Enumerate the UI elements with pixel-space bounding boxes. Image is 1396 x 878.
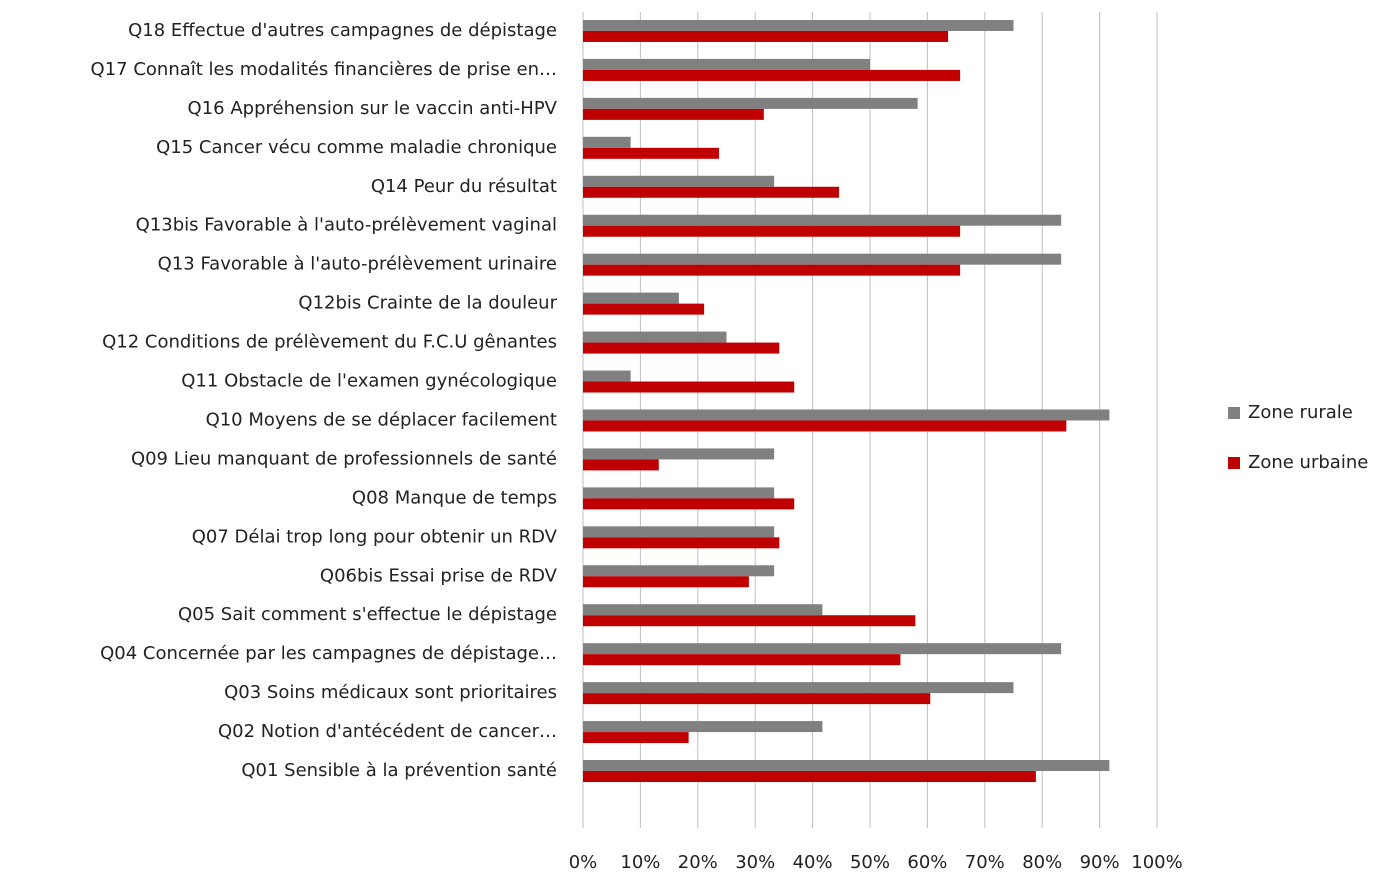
bar <box>583 537 780 549</box>
y-tick-label: Q07 Délai trop long pour obtenir un RDV <box>192 526 558 547</box>
y-tick-label: Q13 Favorable à l'auto-prélèvement urina… <box>158 254 557 275</box>
bar <box>583 448 775 460</box>
bar <box>583 186 840 198</box>
y-tick-label: Q15 Cancer vécu comme maladie chronique <box>156 137 557 158</box>
bar <box>583 771 1036 783</box>
legend-swatch <box>1228 407 1240 419</box>
x-tick-label: 50% <box>850 852 890 873</box>
x-tick-label: 70% <box>965 852 1005 873</box>
x-tick-label: 80% <box>1022 852 1062 873</box>
bar <box>583 604 823 616</box>
bar <box>583 69 961 81</box>
bar <box>583 732 689 744</box>
y-tick-label: Q02 Notion d'antécédent de cancer… <box>218 721 557 742</box>
y-tick-label: Q18 Effectue d'autres campagnes de dépis… <box>128 20 557 41</box>
y-tick-label: Q12 Conditions de prélèvement du F.C.U g… <box>102 332 557 353</box>
x-tick-label: 90% <box>1080 852 1120 873</box>
y-tick-label: Q16 Appréhension sur le vaccin anti-HPV <box>188 98 558 119</box>
bar <box>583 576 749 588</box>
y-tick-label: Q10 Moyens de se déplacer facilement <box>206 409 557 430</box>
bar <box>583 19 1014 31</box>
y-tick-label: Q09 Lieu manquant de professionnels de s… <box>131 448 557 469</box>
bar <box>583 136 631 148</box>
bar <box>583 108 764 120</box>
bar <box>583 253 1062 265</box>
x-tick-label: 30% <box>735 852 775 873</box>
y-tick-label: Q13bis Favorable à l'auto-prélèvement va… <box>136 215 557 236</box>
bar <box>583 721 823 733</box>
bar <box>583 381 795 393</box>
bar <box>583 342 780 354</box>
bar <box>583 30 949 42</box>
x-tick-label: 0% <box>569 852 598 873</box>
bar <box>583 225 961 237</box>
x-tick-label: 40% <box>793 852 833 873</box>
bar <box>583 643 1062 655</box>
x-tick-label: 60% <box>907 852 947 873</box>
bar <box>583 682 1014 694</box>
y-tick-label: Q05 Sait comment s'effectue le dépistage <box>178 604 557 625</box>
bar <box>583 420 1067 432</box>
x-tick-label: 20% <box>678 852 718 873</box>
x-tick-label: 10% <box>620 852 660 873</box>
y-tick-label: Q14 Peur du résultat <box>371 176 557 197</box>
bar <box>583 147 720 159</box>
y-tick-label: Q04 Concernée par les campagnes de dépis… <box>100 643 557 664</box>
bar <box>583 331 727 343</box>
y-tick-label: Q11 Obstacle de l'examen gynécologique <box>181 371 557 392</box>
y-tick-label: Q17 Connaît les modalités financières de… <box>91 59 557 80</box>
bar <box>583 409 1110 421</box>
bar <box>583 175 775 187</box>
bar <box>583 459 659 471</box>
bar <box>583 303 705 315</box>
bar <box>583 615 916 627</box>
bar <box>583 498 795 510</box>
bar <box>583 97 918 109</box>
y-tick-label: Q12bis Crainte de la douleur <box>298 293 557 314</box>
legend-label: Zone rurale <box>1248 402 1353 423</box>
legend-label: Zone urbaine <box>1248 452 1368 473</box>
bar <box>583 654 901 666</box>
bar <box>583 292 679 304</box>
bar <box>583 58 870 70</box>
y-tick-label: Q08 Manque de temps <box>352 487 557 508</box>
y-tick-label: Q03 Soins médicaux sont prioritaires <box>224 682 557 703</box>
bar <box>583 370 631 382</box>
bar <box>583 487 775 499</box>
bar <box>583 214 1062 226</box>
bar <box>583 693 931 705</box>
bar <box>583 526 775 538</box>
bar <box>583 264 961 276</box>
y-tick-label: Q06bis Essai prise de RDV <box>320 565 558 586</box>
y-tick-label: Q01 Sensible à la prévention santé <box>241 760 557 781</box>
x-tick-label: 100% <box>1131 852 1182 873</box>
bar <box>583 565 775 577</box>
bar <box>583 760 1110 772</box>
legend-swatch <box>1228 457 1240 469</box>
